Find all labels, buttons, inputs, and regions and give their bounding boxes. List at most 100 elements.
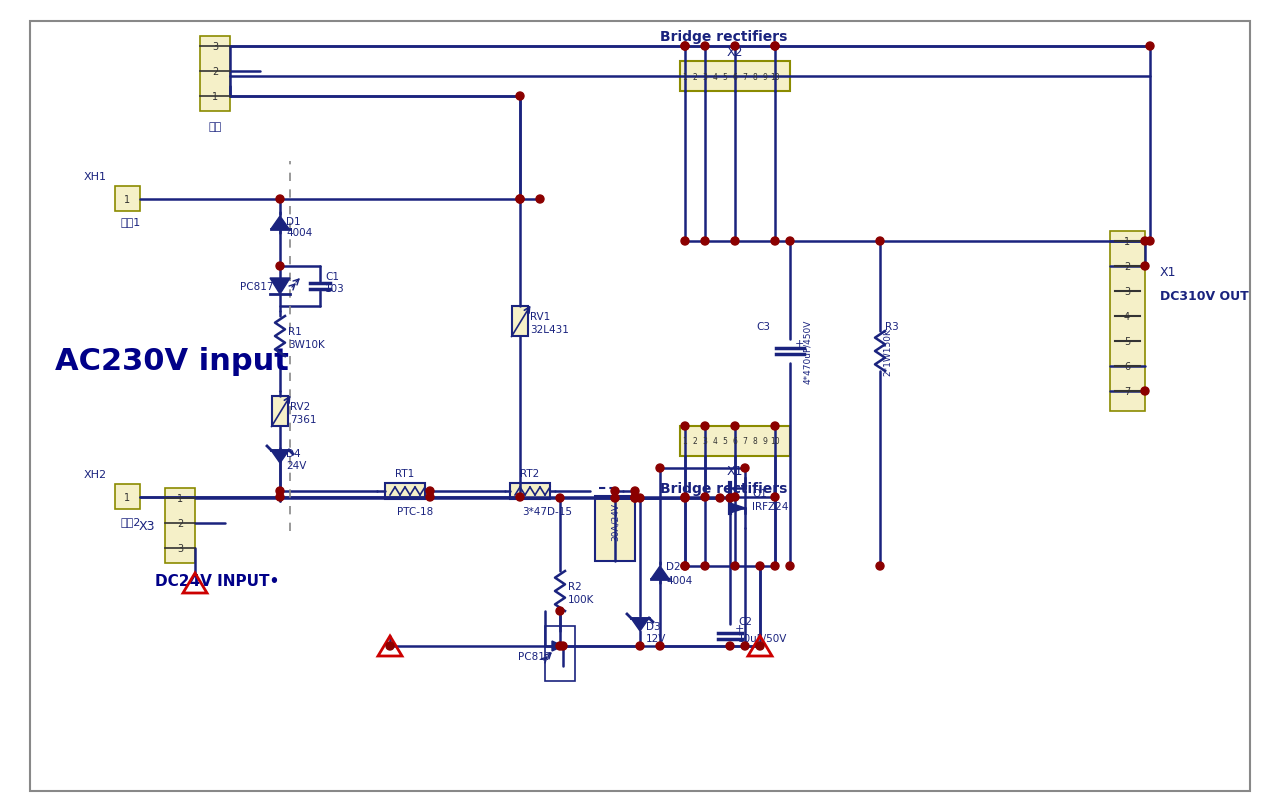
Text: 6: 6 xyxy=(732,72,737,81)
Circle shape xyxy=(731,238,739,246)
Polygon shape xyxy=(271,450,289,463)
Text: +: + xyxy=(795,338,804,349)
Text: 2*1W150K: 2*1W150K xyxy=(883,328,892,375)
Circle shape xyxy=(716,495,724,502)
Circle shape xyxy=(387,642,394,650)
Text: 10uF/50V: 10uF/50V xyxy=(739,633,787,643)
Circle shape xyxy=(611,487,620,496)
Circle shape xyxy=(726,642,733,650)
Circle shape xyxy=(556,642,564,650)
Circle shape xyxy=(771,423,780,431)
Circle shape xyxy=(636,642,644,650)
Circle shape xyxy=(426,493,434,501)
Circle shape xyxy=(681,562,689,570)
Text: 10: 10 xyxy=(771,437,780,446)
Text: C3: C3 xyxy=(756,322,771,332)
Text: 3: 3 xyxy=(703,437,708,446)
Text: C2: C2 xyxy=(739,616,753,626)
Circle shape xyxy=(741,465,749,473)
Text: D4: D4 xyxy=(285,448,301,458)
Text: 5: 5 xyxy=(723,72,727,81)
Circle shape xyxy=(1146,238,1155,246)
Circle shape xyxy=(276,195,284,204)
Text: X2: X2 xyxy=(727,45,744,58)
Text: R2: R2 xyxy=(568,581,581,591)
Text: R1: R1 xyxy=(288,327,302,337)
Text: R3: R3 xyxy=(884,322,899,332)
Circle shape xyxy=(756,642,764,650)
Polygon shape xyxy=(730,504,745,513)
Circle shape xyxy=(876,238,884,246)
Text: X3: X3 xyxy=(138,519,155,532)
Text: 10: 10 xyxy=(771,72,780,81)
Text: 2: 2 xyxy=(692,72,698,81)
Bar xyxy=(1110,232,1146,411)
Text: PTC-18: PTC-18 xyxy=(397,506,433,517)
Text: 3: 3 xyxy=(703,72,708,81)
Circle shape xyxy=(701,43,709,51)
Bar xyxy=(595,496,635,561)
Text: 6: 6 xyxy=(1124,362,1130,371)
Circle shape xyxy=(681,238,689,246)
Text: 7: 7 xyxy=(742,437,748,446)
Bar xyxy=(680,427,790,457)
Circle shape xyxy=(559,642,567,650)
Circle shape xyxy=(681,495,689,502)
Circle shape xyxy=(876,562,884,570)
Text: C1: C1 xyxy=(325,272,339,281)
Text: 9: 9 xyxy=(763,437,768,446)
Text: RV1: RV1 xyxy=(530,311,550,322)
Circle shape xyxy=(536,195,544,204)
Text: 2: 2 xyxy=(212,67,218,77)
Text: 3: 3 xyxy=(177,543,183,553)
Text: 3W10K: 3W10K xyxy=(288,340,325,350)
Circle shape xyxy=(636,495,644,502)
Circle shape xyxy=(611,495,620,502)
Text: 8: 8 xyxy=(753,72,758,81)
Circle shape xyxy=(731,493,739,501)
Circle shape xyxy=(516,493,524,501)
Text: XH2: XH2 xyxy=(83,470,106,479)
Text: 103: 103 xyxy=(325,284,344,294)
Text: 5: 5 xyxy=(723,437,727,446)
Circle shape xyxy=(771,238,780,246)
Bar xyxy=(273,397,288,427)
Circle shape xyxy=(657,465,664,473)
Circle shape xyxy=(786,238,794,246)
Circle shape xyxy=(1146,43,1155,51)
Text: 12V: 12V xyxy=(646,633,667,643)
Text: 1: 1 xyxy=(124,492,131,502)
Text: 3: 3 xyxy=(1124,286,1130,297)
Circle shape xyxy=(756,562,764,570)
Circle shape xyxy=(771,43,780,51)
Text: 9: 9 xyxy=(763,72,768,81)
Circle shape xyxy=(631,495,639,502)
Text: 4004: 4004 xyxy=(285,228,312,238)
Text: D3: D3 xyxy=(646,621,660,631)
Circle shape xyxy=(681,43,689,51)
Text: RV2: RV2 xyxy=(291,401,310,411)
Text: RT2: RT2 xyxy=(520,469,539,478)
Text: Bridge rectifiers: Bridge rectifiers xyxy=(660,482,787,496)
Bar xyxy=(512,307,529,337)
Circle shape xyxy=(731,43,739,51)
Text: 1: 1 xyxy=(124,195,131,204)
Circle shape xyxy=(771,562,780,570)
Text: 7: 7 xyxy=(742,72,748,81)
Text: 1: 1 xyxy=(682,437,687,446)
Circle shape xyxy=(276,487,284,496)
Text: 悬空: 悬空 xyxy=(209,122,221,132)
Circle shape xyxy=(681,493,689,501)
Bar xyxy=(200,37,230,112)
Circle shape xyxy=(701,493,709,501)
Polygon shape xyxy=(631,618,649,631)
Text: 32L431: 32L431 xyxy=(530,324,568,335)
Text: 3: 3 xyxy=(212,42,218,52)
Text: 4: 4 xyxy=(1124,311,1130,322)
Circle shape xyxy=(516,195,524,204)
Text: XH1: XH1 xyxy=(83,172,106,182)
Text: RT1: RT1 xyxy=(396,469,415,478)
Text: +: + xyxy=(735,623,745,633)
Circle shape xyxy=(681,423,689,431)
Text: 100K: 100K xyxy=(568,594,594,604)
